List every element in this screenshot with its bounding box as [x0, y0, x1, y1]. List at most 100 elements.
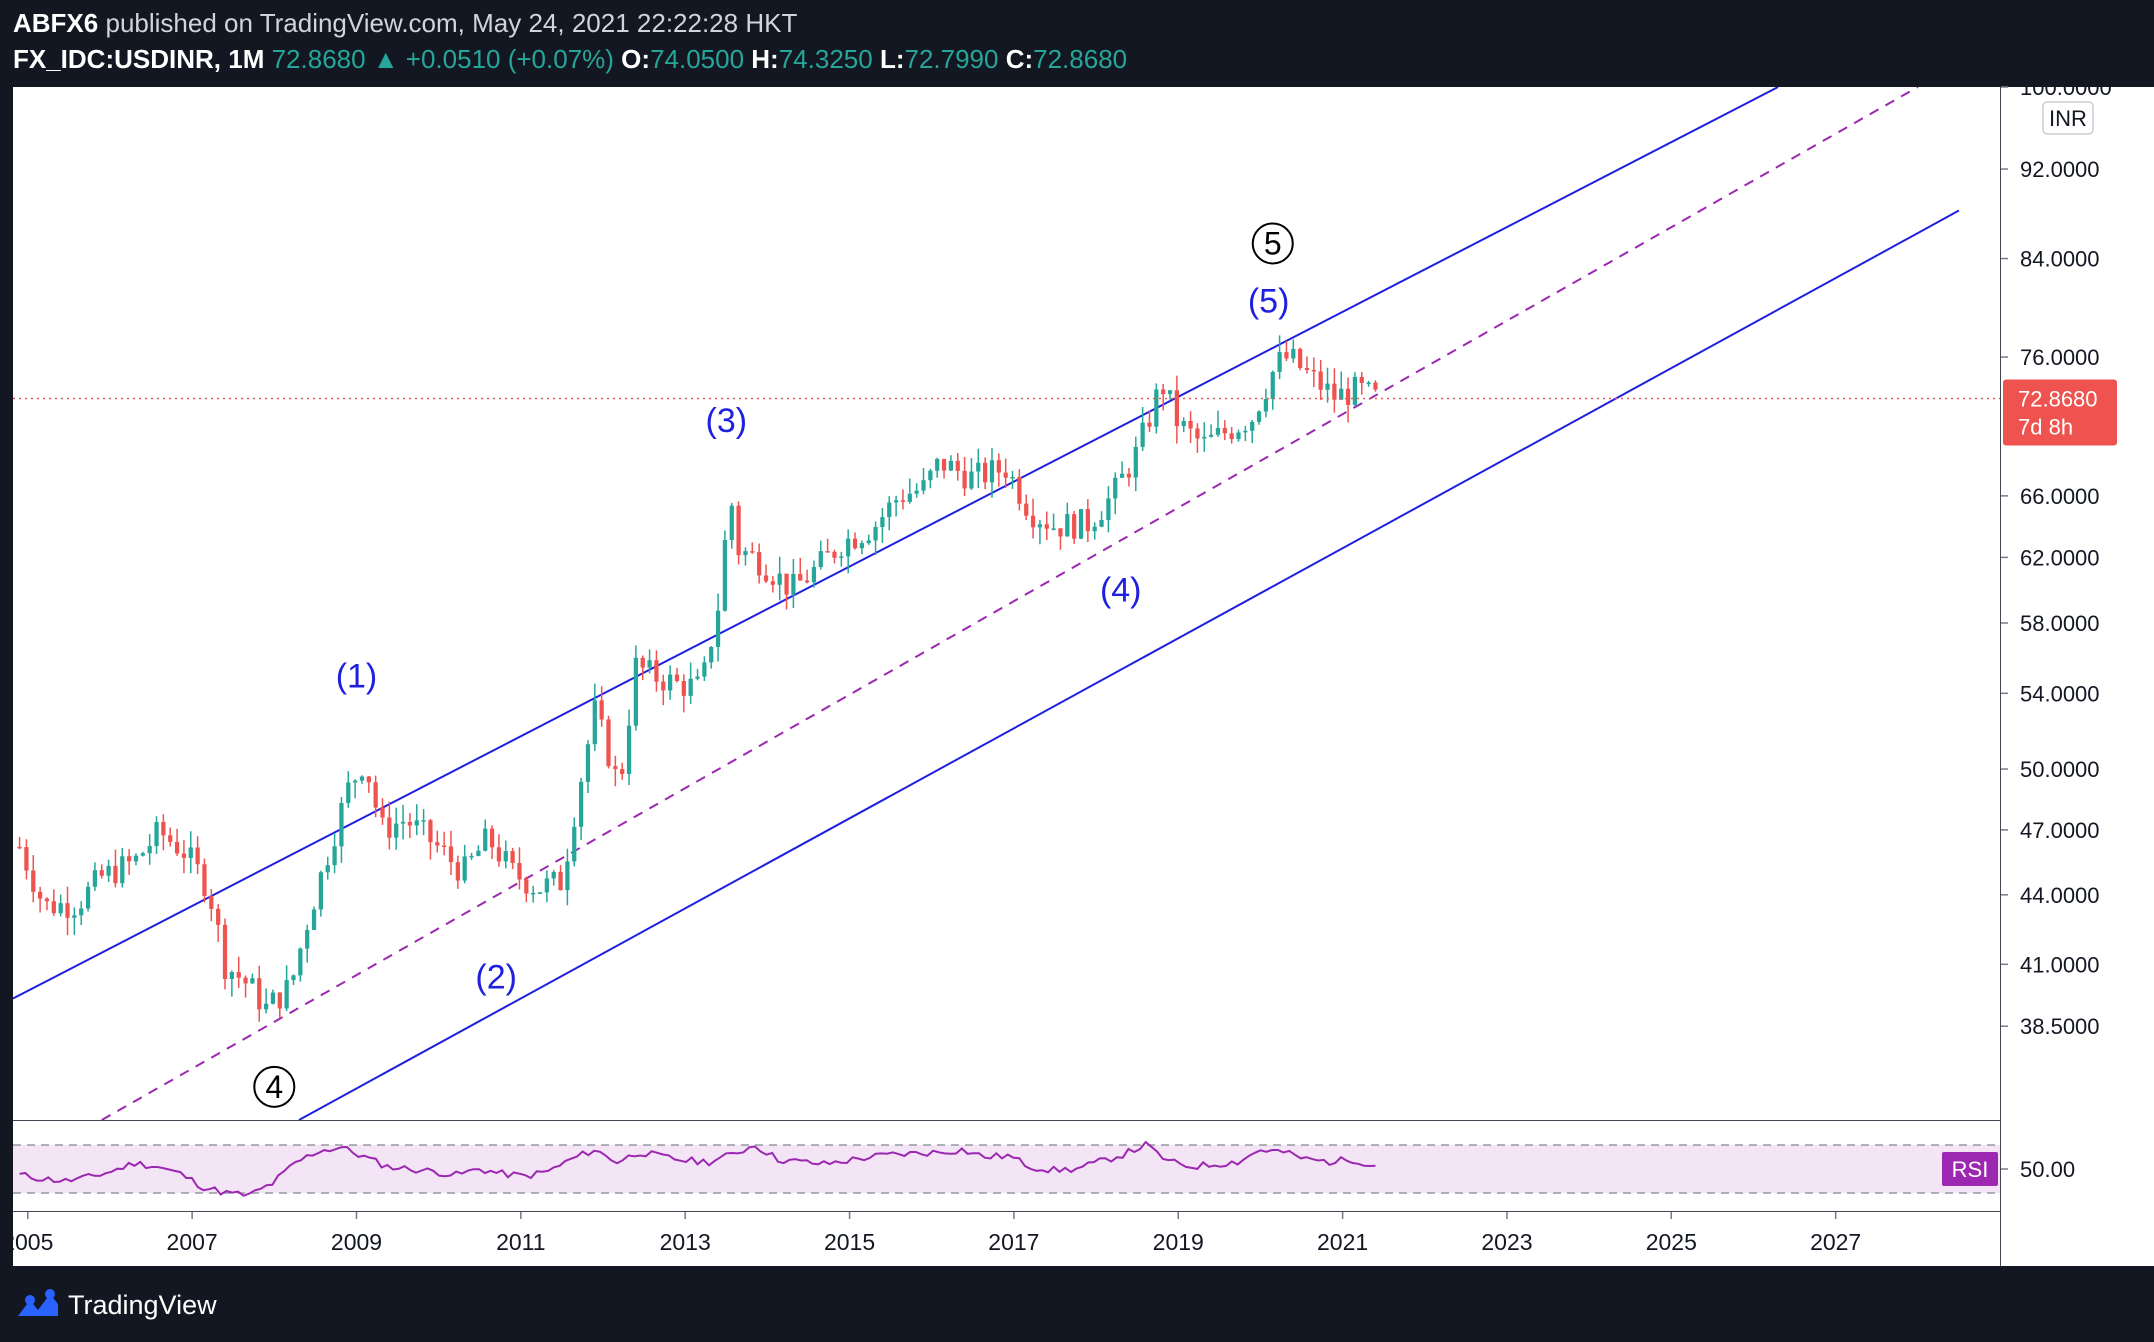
candle-body [1284, 352, 1289, 359]
candle-body [620, 769, 625, 775]
candle-body [325, 865, 330, 873]
candle-body [578, 781, 584, 827]
candle-body [1126, 473, 1132, 478]
candle-body [722, 540, 728, 611]
candle-body [298, 948, 303, 976]
candle-body [510, 851, 515, 864]
candle-body [291, 975, 296, 981]
candle-body [674, 674, 680, 681]
tradingview-brand[interactable]: TradingView [68, 1290, 217, 1320]
wave-circle-icon [1251, 222, 1294, 265]
low-value: 72.7990 [904, 44, 999, 74]
time-tick-label: 2015 [824, 1229, 875, 1255]
candle-body [1037, 524, 1043, 528]
rsi-line [19, 1140, 1376, 1197]
candle-body [1298, 348, 1303, 368]
candle-body [311, 909, 317, 931]
candle-body [476, 850, 481, 856]
wave-label[interactable]: 5 [1264, 225, 1282, 261]
wave-annotations[interactable]: (1) (2) (3) (4) (5) 5 4 [253, 222, 1294, 1108]
candle-body [113, 865, 118, 884]
candle-body [626, 725, 632, 775]
price-tags: 72.8680 7d 8h [2003, 379, 2117, 446]
candle-body [127, 856, 132, 862]
high-value: 74.3250 [778, 44, 873, 74]
candle-body [1202, 436, 1207, 439]
candle-body [387, 817, 392, 838]
candle-body [1106, 498, 1111, 520]
wave-label[interactable]: (2) [475, 958, 517, 996]
candle-body [1085, 509, 1090, 532]
candle-body [1339, 388, 1344, 400]
candle-body [147, 846, 152, 854]
price-tick-label: 58.0000 [2020, 611, 2100, 636]
channel-lower-line[interactable] [298, 209, 1960, 1120]
candle-body [941, 458, 947, 471]
rsi-tick-label: 50.00 [2020, 1157, 2075, 1182]
candle-body [1352, 376, 1358, 405]
candle-body [51, 901, 56, 914]
candle-body [58, 903, 63, 914]
candle-body [770, 581, 775, 585]
candle-body [955, 460, 960, 471]
candle-body [880, 517, 885, 528]
rsi-tag [1942, 1152, 1998, 1186]
candle-body [79, 908, 84, 916]
candle-body [1024, 503, 1029, 516]
channel-mid-line[interactable] [101, 87, 1919, 1120]
candle-body [962, 470, 967, 489]
candle-body [216, 908, 221, 925]
candle-body [846, 538, 851, 557]
candle-body [565, 861, 570, 891]
candle-body [346, 782, 351, 804]
candle-body [1092, 526, 1097, 532]
candle-body [1366, 382, 1371, 385]
candle-body [270, 992, 276, 1004]
candle-body [585, 744, 591, 782]
candle-body [1222, 427, 1227, 434]
price-axis[interactable]: 100.0000 92.0000 84.0000 76.0000 66.0000 62.0… [2001, 75, 2154, 1266]
candle-body [715, 610, 721, 647]
channel-upper-line[interactable] [13, 87, 1779, 1000]
rsi-band-fill [13, 1145, 2000, 1193]
candle-body [222, 924, 228, 979]
candle-body [24, 847, 29, 871]
candle-body [1229, 433, 1234, 440]
candle-body [1291, 348, 1296, 359]
channel-lines[interactable] [13, 87, 1960, 1120]
wave-label[interactable]: (5) [1248, 282, 1290, 320]
rsi-pane[interactable]: RSI [13, 1140, 2000, 1197]
publisher-name[interactable]: ABFX6 [13, 8, 99, 38]
time-axis[interactable]: 2005 2007 2009 2011 2013 2015 2017 2019 2021 2023… [2, 1212, 2000, 1266]
tradingview-logo-icon[interactable] [14, 1286, 62, 1326]
candle-body [969, 471, 974, 489]
candle-body [496, 847, 502, 862]
time-tick-label: 2013 [660, 1229, 711, 1255]
candle-body [65, 903, 70, 918]
chart-area[interactable] [13, 87, 2001, 1266]
candle-body [1078, 509, 1084, 539]
wave-label[interactable]: (3) [706, 402, 748, 440]
candle-body [873, 527, 878, 541]
candle-body [85, 886, 91, 909]
candle-body [263, 1003, 269, 1010]
candle-body [1263, 399, 1269, 412]
candle-body [448, 846, 454, 863]
candle-body [435, 842, 440, 846]
candle-body [647, 660, 652, 668]
candle-body [681, 680, 686, 696]
symbol-name[interactable]: FX_IDC:USDINR, 1M [13, 44, 265, 74]
candle-body [613, 766, 618, 770]
wave-label[interactable]: (1) [336, 657, 378, 695]
wave-label[interactable]: (4) [1100, 572, 1142, 610]
candle-body [373, 782, 378, 808]
last-price-tag [2003, 379, 2117, 446]
price-tick-label: 92.0000 [2020, 157, 2100, 182]
candle-body [1181, 420, 1186, 427]
candle-body [1154, 389, 1159, 427]
open-label: O: [621, 44, 651, 74]
wave-label[interactable]: 4 [265, 1069, 283, 1105]
candle-body [421, 820, 426, 822]
candle-body [784, 573, 789, 595]
